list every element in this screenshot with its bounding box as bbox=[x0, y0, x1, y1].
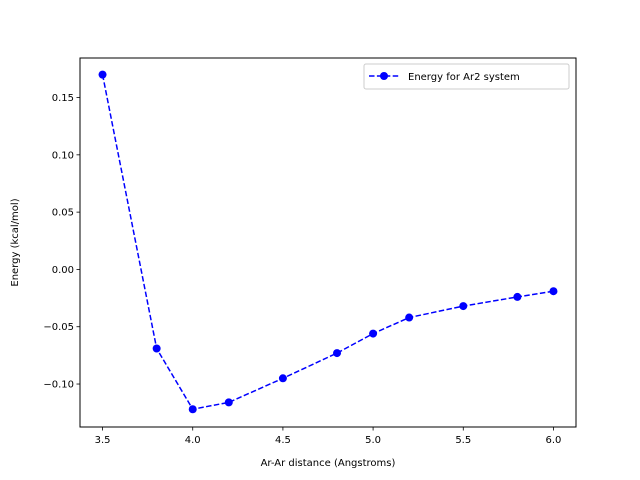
y-tick-label: 0.10 bbox=[52, 150, 74, 161]
y-tick-label: 0.00 bbox=[52, 265, 74, 276]
series-line bbox=[101, 74, 554, 410]
x-tick-label: 4.0 bbox=[185, 435, 201, 446]
y-axis-title: Energy (kcal/mol) bbox=[10, 198, 21, 286]
data-point bbox=[513, 292, 522, 301]
y-tick-label: 0.15 bbox=[52, 93, 74, 104]
data-point bbox=[405, 313, 414, 322]
legend-label: Energy for Ar2 system bbox=[408, 72, 520, 83]
x-axis-title: Ar-Ar distance (Angstroms) bbox=[261, 458, 396, 469]
x-tick-label: 5.0 bbox=[365, 435, 381, 446]
data-point bbox=[224, 398, 233, 407]
legend-marker-sample bbox=[380, 72, 388, 80]
x-tick-label: 3.5 bbox=[95, 435, 111, 446]
data-point bbox=[459, 302, 468, 311]
axis-ticks: 3.5 4.0 4.5 5.0 5.5 6.0 −0.10 −0.05 0.00 0.05 0.10… bbox=[43, 93, 561, 446]
data-point bbox=[549, 287, 558, 296]
y-tick-label: −0.05 bbox=[43, 322, 74, 333]
legend-box bbox=[363, 63, 570, 90]
data-point bbox=[98, 70, 107, 79]
data-point bbox=[152, 344, 161, 353]
data-point bbox=[188, 405, 197, 414]
plot-frame bbox=[79, 57, 577, 428]
data-point bbox=[369, 329, 378, 338]
data-point bbox=[333, 349, 342, 358]
legend: Energy for Ar2 system bbox=[363, 63, 570, 90]
x-tick-label: 5.5 bbox=[455, 435, 471, 446]
series-layer bbox=[98, 70, 558, 414]
x-tick-label: 4.5 bbox=[275, 435, 291, 446]
y-tick-label: −0.10 bbox=[43, 380, 74, 391]
y-tick-label: 0.05 bbox=[52, 208, 74, 219]
x-tick-label: 6.0 bbox=[546, 435, 562, 446]
data-point bbox=[278, 374, 287, 383]
plot-area bbox=[80, 58, 576, 427]
